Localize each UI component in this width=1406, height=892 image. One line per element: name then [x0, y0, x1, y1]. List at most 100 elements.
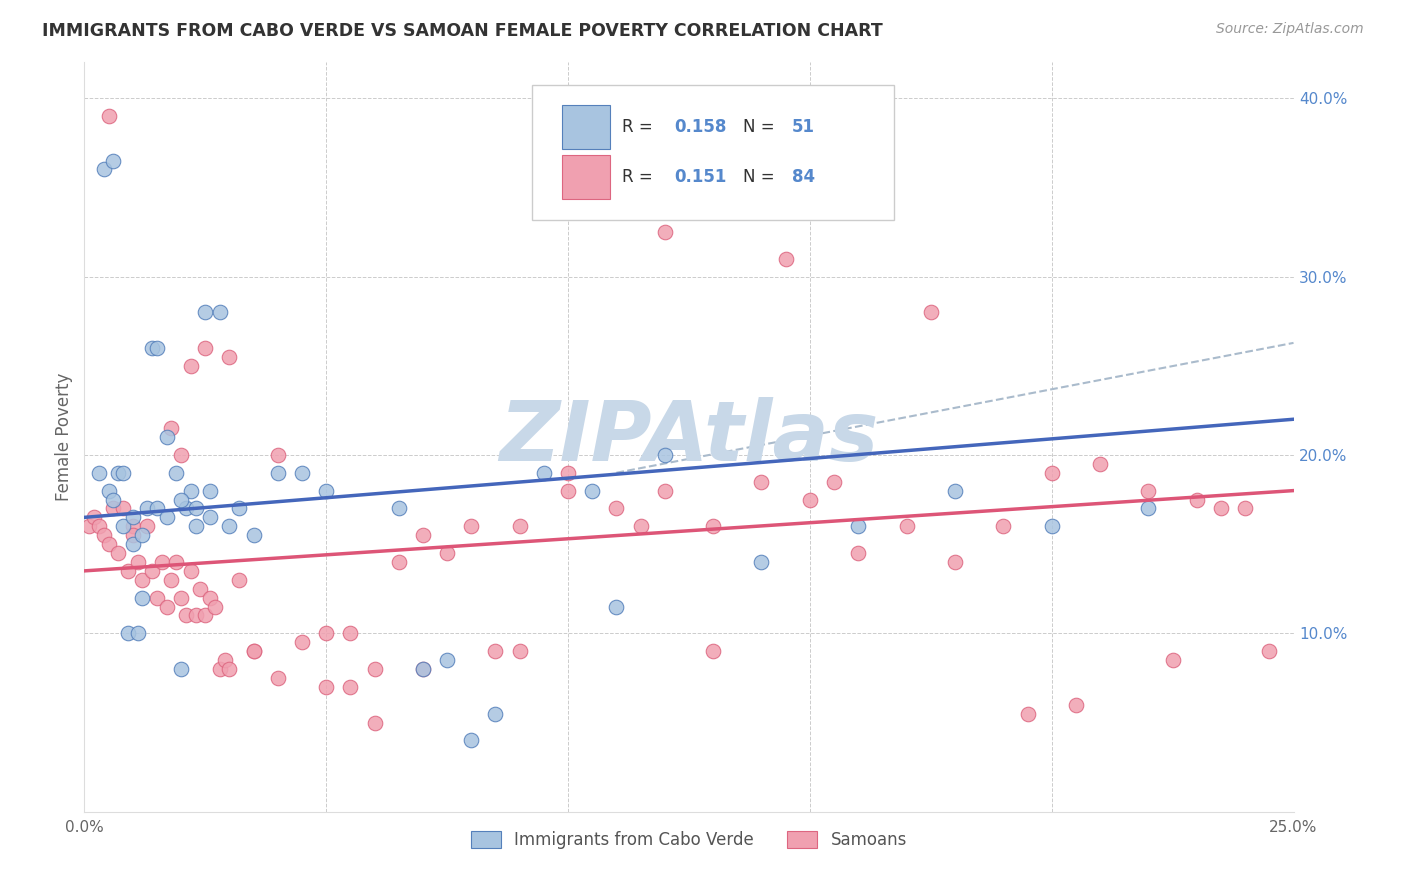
Point	[93, 528, 115, 542]
Point	[509, 519, 531, 533]
Point	[174, 608, 197, 623]
Point	[103, 501, 125, 516]
Point	[121, 510, 143, 524]
Point	[846, 519, 869, 533]
Point	[93, 162, 115, 177]
Point	[267, 671, 290, 685]
Point	[121, 519, 143, 533]
Point	[1137, 483, 1160, 498]
Point	[146, 341, 169, 355]
Point	[184, 501, 207, 516]
Point	[654, 448, 676, 462]
Point	[150, 555, 173, 569]
Point	[194, 341, 217, 355]
Point	[1137, 501, 1160, 516]
Point	[131, 573, 153, 587]
Point	[155, 599, 177, 614]
Point	[533, 466, 555, 480]
Point	[654, 483, 676, 498]
Point	[267, 466, 290, 480]
Point	[557, 483, 579, 498]
Point	[363, 715, 385, 730]
Point	[103, 153, 125, 168]
Point	[846, 546, 869, 560]
Point	[412, 528, 434, 542]
Point	[1064, 698, 1087, 712]
Point	[198, 591, 221, 605]
Point	[315, 680, 337, 694]
Text: 0.151: 0.151	[675, 168, 727, 186]
Point	[1234, 501, 1257, 516]
Point	[339, 680, 361, 694]
Point	[228, 573, 250, 587]
Point	[141, 564, 163, 578]
Point	[993, 519, 1015, 533]
Point	[112, 519, 135, 533]
Point	[160, 573, 183, 587]
Point	[107, 466, 129, 480]
Point	[605, 599, 627, 614]
Point	[339, 626, 361, 640]
Bar	[562, 105, 610, 149]
Point	[165, 466, 187, 480]
Point	[751, 475, 773, 489]
Point	[1017, 706, 1039, 721]
Point	[1088, 457, 1111, 471]
Point	[174, 501, 197, 516]
Text: 51: 51	[792, 118, 814, 136]
Point	[218, 519, 240, 533]
Point	[775, 252, 797, 266]
Point	[170, 492, 193, 507]
Point	[242, 528, 264, 542]
Text: N =: N =	[744, 118, 780, 136]
Point	[1161, 653, 1184, 667]
Text: R =: R =	[623, 168, 658, 186]
Point	[363, 662, 385, 676]
Bar	[562, 155, 610, 199]
Point	[146, 501, 169, 516]
Point	[484, 644, 506, 658]
Point	[943, 483, 966, 498]
Point	[920, 305, 942, 319]
Point	[190, 582, 212, 596]
Point	[198, 483, 221, 498]
Point	[127, 555, 149, 569]
Point	[160, 421, 183, 435]
Point	[208, 305, 231, 319]
Point	[155, 430, 177, 444]
Point	[1258, 644, 1281, 658]
Point	[509, 644, 531, 658]
Point	[194, 608, 217, 623]
Point	[214, 653, 236, 667]
Point	[702, 644, 724, 658]
Point	[112, 501, 135, 516]
Point	[218, 662, 240, 676]
Point	[97, 537, 120, 551]
Point	[1040, 466, 1063, 480]
Point	[218, 350, 240, 364]
Point	[180, 483, 202, 498]
Point	[605, 501, 627, 516]
Point	[136, 519, 159, 533]
Point	[630, 519, 652, 533]
Point	[228, 501, 250, 516]
Point	[1040, 519, 1063, 533]
Point	[112, 466, 135, 480]
Text: 84: 84	[792, 168, 815, 186]
Point	[388, 501, 411, 516]
Point	[198, 510, 221, 524]
Point	[484, 706, 506, 721]
Point	[460, 519, 482, 533]
Point	[412, 662, 434, 676]
Point	[654, 225, 676, 239]
Point	[194, 305, 217, 319]
Point	[315, 626, 337, 640]
Point	[557, 466, 579, 480]
Point	[291, 466, 314, 480]
Point	[87, 519, 110, 533]
Point	[131, 528, 153, 542]
Point	[165, 555, 187, 569]
Point	[242, 644, 264, 658]
Legend: Immigrants from Cabo Verde, Samoans: Immigrants from Cabo Verde, Samoans	[464, 824, 914, 855]
Text: ZIPAtlas: ZIPAtlas	[499, 397, 879, 477]
